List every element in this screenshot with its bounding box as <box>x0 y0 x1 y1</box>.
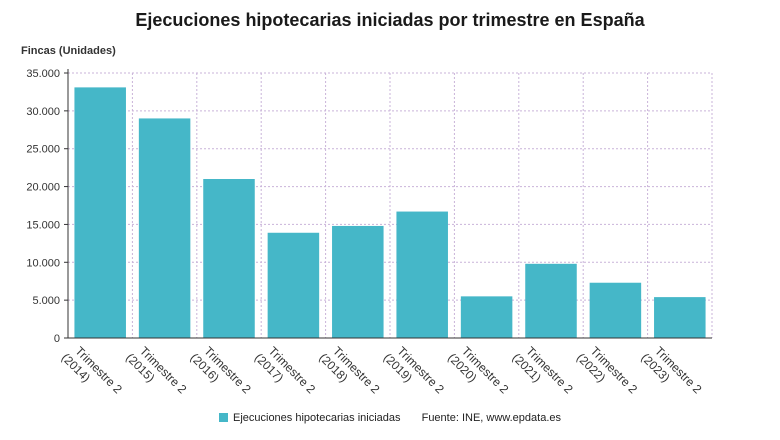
bar <box>332 225 384 338</box>
x-tick-label: Trimestre 2(2016) <box>188 340 254 406</box>
bar <box>460 296 513 338</box>
y-tick-label: 0 <box>54 333 60 345</box>
bar <box>267 232 320 338</box>
axes-layer <box>64 69 712 339</box>
bar <box>203 179 255 338</box>
bars-layer <box>74 87 706 338</box>
y-tick-label: 25.000 <box>26 144 60 156</box>
y-tick-label: 20.000 <box>26 182 60 194</box>
x-tick-label: Trimestre 2(2022) <box>574 340 640 406</box>
chart-title: Ejecuciones hipotecarias iniciadas por t… <box>135 10 645 30</box>
y-tick-label: 10.000 <box>26 257 60 269</box>
bar <box>654 297 706 338</box>
legend-label: Ejecuciones hipotecarias iniciadas <box>232 412 401 424</box>
y-tick-label: 5.000 <box>32 295 60 307</box>
x-tick-label: Trimestre 2(2015) <box>123 340 189 406</box>
y-axis-label: Fincas (Unidades) <box>21 45 116 57</box>
x-tick-label: Trimestre 2(2014) <box>59 340 125 406</box>
x-tick-label: Trimestre 2(2017) <box>252 340 318 406</box>
y-tick-label: 15.000 <box>26 219 60 231</box>
legend: Ejecuciones hipotecarias iniciadas Fuent… <box>0 412 780 424</box>
x-tick-label: Trimestre 2(2018) <box>316 340 382 406</box>
x-tick-label: Trimestre 2(2020) <box>445 340 511 406</box>
grid-layer <box>67 72 713 338</box>
y-tick-label: 30.000 <box>26 106 60 118</box>
y-tick-label: 35.000 <box>26 68 60 80</box>
legend-item: Ejecuciones hipotecarias iniciadas <box>218 412 404 424</box>
x-tick-label: Trimestre 2(2023) <box>638 340 704 406</box>
bar <box>396 211 448 338</box>
bar <box>74 87 126 338</box>
x-tick-label: Trimestre 2(2019) <box>381 340 447 406</box>
source-note: Fuente: INE, www.epdata.es <box>421 412 562 424</box>
bar <box>525 263 577 338</box>
x-tick-label: Trimestre 2(2021) <box>510 340 576 406</box>
legend-swatch <box>218 413 228 422</box>
bar <box>138 118 191 338</box>
bar <box>589 282 642 338</box>
